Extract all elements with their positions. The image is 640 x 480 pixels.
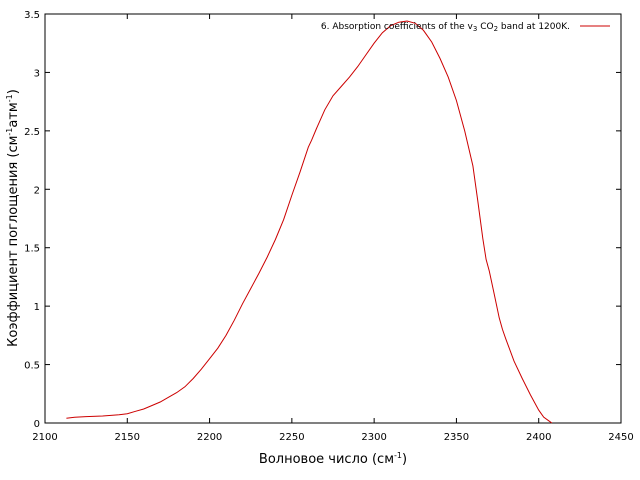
x-tick-label: 2200 <box>197 432 222 443</box>
x-tick-label: 2400 <box>526 432 551 443</box>
y-tick-label: 3.5 <box>24 10 40 21</box>
y-tick-label: 0 <box>34 419 40 430</box>
series-line <box>66 20 553 424</box>
x-tick-label: 2250 <box>279 432 304 443</box>
x-tick-label: 2100 <box>32 432 57 443</box>
x-tick-label: 2150 <box>115 432 140 443</box>
y-tick-label: 1.5 <box>24 244 40 255</box>
y-tick-label: 2.5 <box>24 127 40 138</box>
x-tick-labels: 2100 2150 2200 2250 2300 2350 2400 2450 <box>32 432 633 443</box>
y-tick-label: 2 <box>34 185 40 196</box>
x-tick-label: 2350 <box>444 432 469 443</box>
y-tick-label: 1 <box>34 302 40 313</box>
y-tick-labels: 0 0.5 1 1.5 2 2.5 3 3.5 <box>24 10 40 430</box>
plot-frame <box>44 13 622 424</box>
y-tick-label: 3 <box>34 68 40 79</box>
y-tick-label: 0.5 <box>24 361 40 372</box>
x-tick-label: 2450 <box>608 432 633 443</box>
x-tick-label: 2300 <box>361 432 386 443</box>
y-axis-label: Коэффициент поглощения (см-1атм-1) <box>5 89 21 347</box>
tick-marks <box>44 13 622 424</box>
legend-label: 6. Absorption coefficients of the v3 CO2… <box>321 22 570 33</box>
x-axis-label: Волновое число (см-1) <box>259 451 407 467</box>
